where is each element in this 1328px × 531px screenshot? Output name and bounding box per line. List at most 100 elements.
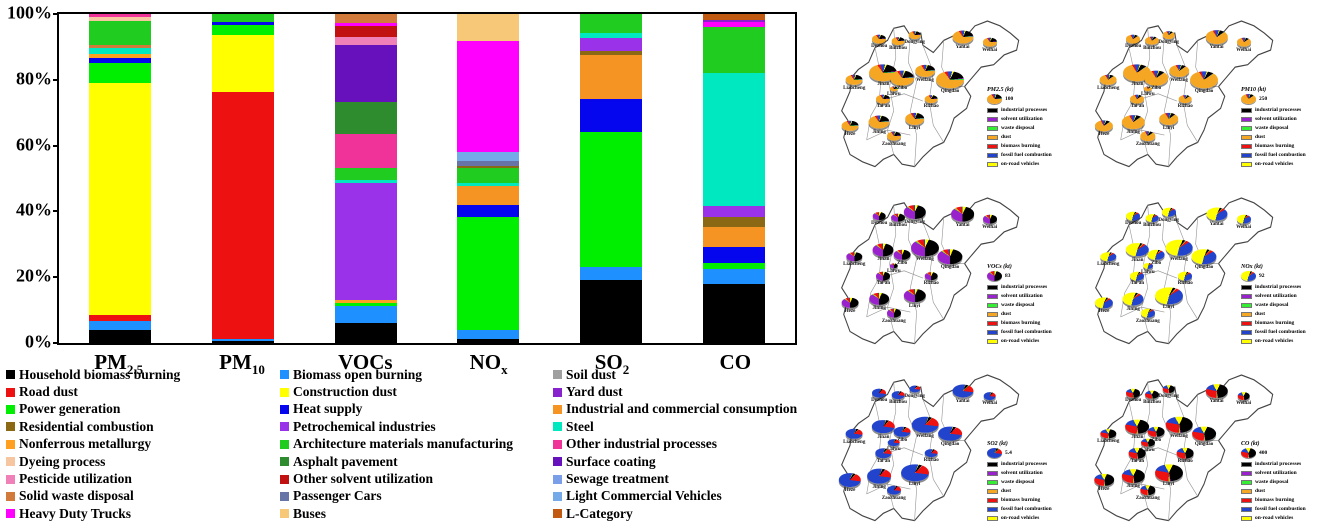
city-pie-weifang bbox=[1169, 64, 1189, 77]
x-axis-label: NOx bbox=[469, 350, 508, 378]
bar-segment bbox=[702, 283, 765, 343]
map-panel-pm10-kt-: Dezhou Binzhou Dongying Yantai Weihai Liaoche… bbox=[1074, 0, 1328, 177]
map-legend-label: industrial processes bbox=[1255, 284, 1302, 291]
city-pie-jining bbox=[1122, 469, 1145, 484]
map-legend-label: solvent utilization bbox=[1255, 293, 1297, 300]
x-axis-label: PM2.5 bbox=[94, 350, 144, 378]
city-label: Jining bbox=[1126, 484, 1140, 490]
legend-item: Heavy Duty Trucks bbox=[6, 505, 280, 522]
city-label: Jinan bbox=[877, 257, 890, 263]
map-legend-swatch-icon bbox=[1241, 338, 1252, 344]
city-pie-weihai bbox=[1236, 215, 1251, 224]
city-label: Rizhao bbox=[923, 281, 939, 287]
bar-segment bbox=[212, 21, 274, 25]
map-legend-swatch-icon bbox=[987, 329, 998, 335]
city-pie-dezhou bbox=[872, 388, 887, 398]
city-label: Jinan bbox=[877, 434, 890, 440]
legend-swatch-icon bbox=[6, 422, 15, 432]
legend-swatch-icon bbox=[553, 387, 562, 397]
city-pie-binzhou bbox=[890, 213, 905, 223]
bar-segment bbox=[212, 341, 274, 343]
map-legend-item: dust bbox=[1241, 310, 1327, 319]
bar-segment bbox=[457, 217, 520, 331]
city-pie-zibo bbox=[893, 426, 911, 438]
map-legend-label: solvent utilization bbox=[1255, 116, 1297, 123]
city-label: Dezhou bbox=[871, 398, 888, 404]
map-legend-item: waste disposal bbox=[987, 478, 1073, 487]
city-label: Binzhou bbox=[1143, 46, 1161, 52]
bar-segment bbox=[89, 63, 152, 84]
city-pie-jining bbox=[868, 115, 890, 129]
city-label: Rizhao bbox=[1177, 281, 1193, 287]
map-legend-swatch-icon bbox=[1241, 479, 1252, 485]
legend-swatch-icon bbox=[6, 387, 15, 397]
bar-segment bbox=[457, 14, 520, 42]
city-pie-zaozhuang bbox=[886, 308, 901, 318]
legend-label: Architecture materials manufacturing bbox=[293, 436, 513, 452]
city-pie-linyi bbox=[900, 463, 929, 482]
x-axis-label: CO bbox=[719, 350, 752, 374]
city-label: Rizhao bbox=[923, 458, 939, 464]
city-pie-jinan bbox=[1125, 419, 1150, 434]
city-pie-jining bbox=[1122, 115, 1145, 130]
map-legend-label: solvent utilization bbox=[1001, 116, 1043, 123]
map-legend-item: biomass burning bbox=[1241, 142, 1327, 151]
map-legend-title: VOCs (kt) bbox=[987, 263, 1012, 270]
map-legend-label: dust bbox=[1255, 311, 1266, 318]
legend-swatch-icon bbox=[553, 439, 562, 449]
city-pie-liaocheng bbox=[845, 74, 863, 85]
bar-segment bbox=[334, 44, 397, 103]
bar-segment bbox=[457, 160, 520, 167]
bar-segment bbox=[702, 206, 765, 218]
city-label: Zibo bbox=[1151, 86, 1162, 92]
bars-container bbox=[59, 14, 795, 343]
legend-item: Road dust bbox=[6, 383, 280, 400]
map-panel-vocs-kt-: Dezhou Binzhou Dongying Yantai Weihai Liaoche… bbox=[820, 177, 1074, 354]
city-label: Jinan bbox=[1131, 257, 1144, 263]
city-label: Yantai bbox=[1209, 399, 1224, 405]
legend-label: Yard dust bbox=[566, 384, 623, 400]
bar-segment bbox=[702, 226, 765, 247]
map-legend-item: industrial processes bbox=[987, 460, 1073, 469]
city-label: Weifang bbox=[1170, 257, 1188, 263]
city-label: Qingdao bbox=[1194, 442, 1214, 448]
city-pie-liaocheng bbox=[1100, 251, 1116, 262]
city-label: Qingdao bbox=[1194, 265, 1214, 271]
map-panel-co-kt-: Dezhou Binzhou Dongying Yantai Weihai Liaoche… bbox=[1074, 354, 1328, 531]
map-legend-label: solvent utilization bbox=[1001, 470, 1043, 477]
legend-swatch-icon bbox=[280, 422, 289, 432]
legend-item: Household biomass burning bbox=[6, 366, 280, 383]
bar-segment bbox=[334, 299, 397, 303]
map-legend-label: fossil fuel combustion bbox=[1001, 152, 1052, 159]
legend-label: Surface coating bbox=[566, 453, 656, 469]
city-pie-linyi bbox=[903, 288, 926, 303]
bar-segment bbox=[580, 267, 643, 281]
city-pie-laiwu bbox=[887, 438, 901, 447]
map-legend-label: fossil fuel combustion bbox=[1255, 152, 1306, 159]
legend-item: Buses bbox=[280, 505, 553, 522]
legend-swatch-icon bbox=[6, 509, 15, 519]
map-legend-item: dust bbox=[1241, 487, 1327, 496]
bar-segment bbox=[457, 330, 520, 340]
city-pie-dezhou bbox=[1126, 34, 1141, 44]
city-label: Laiwu bbox=[886, 269, 901, 275]
y-axis-tick-label: 0% bbox=[25, 331, 52, 352]
map-legend-swatch-icon bbox=[1241, 125, 1252, 131]
bar-segment bbox=[334, 168, 397, 180]
legend-item: Steel bbox=[553, 418, 816, 435]
city-label: Binzhou bbox=[1143, 400, 1161, 406]
city-label: Tai'an bbox=[1130, 104, 1145, 110]
city-label: Heze bbox=[1098, 309, 1110, 315]
bar-segment bbox=[89, 45, 152, 49]
legend-swatch-icon bbox=[553, 474, 562, 484]
prefecture-border bbox=[1162, 389, 1172, 521]
city-label: Laiwu bbox=[1140, 269, 1155, 275]
map-legend-swatch-icon bbox=[987, 497, 998, 503]
city-label: Dongying bbox=[904, 40, 925, 46]
city-label: Weifang bbox=[1170, 77, 1188, 83]
map-legend-swatch-icon bbox=[987, 143, 998, 149]
map-legend-item: fossil fuel combustion bbox=[1241, 328, 1327, 337]
legend-item: Surface coating bbox=[553, 453, 816, 470]
map-legend-swatch-icon bbox=[987, 470, 998, 476]
city-label: Binzhou bbox=[889, 223, 907, 229]
